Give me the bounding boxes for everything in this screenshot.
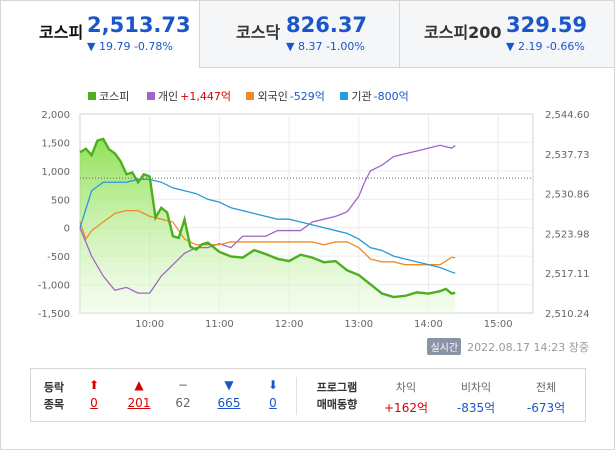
- upper-limit-icon: ⬆: [88, 378, 100, 392]
- kospi-line: [79, 137, 456, 299]
- chart-timestamp: 실시간 2022.08.17 14:23 장중: [427, 338, 589, 355]
- timestamp-text: 2022.08.17 14:23 장중: [467, 341, 589, 354]
- legend-item-kospi[interactable]: 코스피: [88, 88, 131, 104]
- legend-item-individual[interactable]: 개인 +1,447억: [146, 88, 231, 104]
- right-tick-label: 2,544.60: [545, 110, 590, 121]
- realtime-badge[interactable]: 실시간: [427, 338, 462, 355]
- tab-index-value: 329.59: [506, 13, 588, 37]
- tab-index-value: 2,513.73: [87, 13, 191, 37]
- x-tick-label: 15:00: [484, 319, 513, 330]
- left-tick-label: -500: [47, 252, 70, 263]
- flow-value: +162억: [384, 401, 428, 415]
- breadth-label: 등락 종목: [39, 379, 69, 413]
- rise-icon: ▲: [134, 378, 144, 392]
- right-tick-label: 2,517.11: [545, 269, 590, 280]
- flow-label: 전체: [535, 381, 557, 394]
- flat-icon: −: [177, 378, 189, 392]
- legend-value: -800억: [373, 90, 409, 103]
- x-tick-label: 13:00: [344, 319, 373, 330]
- program-total: 전체 -673억: [511, 379, 581, 416]
- breadth-rise[interactable]: ▲ 201: [119, 377, 159, 410]
- tab-index-value: 826.37: [286, 13, 368, 37]
- tab-kospi[interactable]: 코스피 2,513.73 ▼ 19.79 -0.78%: [0, 0, 200, 68]
- breadth-count: 0: [90, 396, 98, 410]
- stats-divider: [296, 377, 297, 415]
- left-tick-label: -1,500: [38, 309, 70, 320]
- tab-name: 코스피: [39, 23, 84, 42]
- legend-label: 개인: [157, 90, 179, 103]
- tab-index-change: ▼ 2.19 -0.66%: [506, 40, 585, 53]
- right-tick-label: 2,530.86: [545, 190, 590, 201]
- x-tick-label: 11:00: [205, 319, 234, 330]
- legend-swatch-individual: [146, 92, 155, 100]
- program-non-arbitrage: 비차익 -835억: [441, 379, 511, 416]
- fall-icon: ▼: [224, 378, 234, 392]
- tab-index-change: ▼ 8.37 -1.00%: [286, 40, 365, 53]
- legend-label: 기관: [351, 90, 372, 103]
- left-tick-label: 500: [51, 195, 70, 206]
- breadth-fall[interactable]: ▼ 665: [209, 377, 249, 410]
- breadth-label-line1: 등락: [43, 381, 65, 394]
- right-tick-label: 2,510.24: [545, 309, 590, 320]
- foreign-line: [79, 210, 456, 266]
- kospi-area: [80, 138, 456, 313]
- legend-value: +1,447억: [180, 90, 231, 103]
- flow-value: -835억: [456, 401, 496, 415]
- program-label-line2: 매매동향: [316, 398, 358, 411]
- index-tabs: 코스피 2,513.73 ▼ 19.79 -0.78% 코스닥 826.37 ▼…: [0, 0, 615, 68]
- program-label: 프로그램 매매동향: [307, 379, 367, 413]
- breadth-count: 62: [175, 396, 191, 410]
- tab-kosdaq[interactable]: 코스닥 826.37 ▼ 8.37 -1.00%: [199, 0, 400, 68]
- x-tick-label: 10:00: [135, 319, 164, 330]
- breadth-count: 201: [127, 396, 151, 410]
- legend-swatch-institution: [340, 92, 349, 100]
- legend-swatch-kospi: [88, 92, 96, 100]
- breadth-upper-limit[interactable]: ⬆ 0: [74, 377, 114, 410]
- left-tick-label: 1,500: [41, 138, 70, 149]
- flow-label: 차익: [395, 381, 417, 394]
- left-tick-label: -1,000: [38, 281, 70, 292]
- institution-line: [79, 178, 456, 274]
- legend-item-foreign[interactable]: 외국인 -529억: [246, 88, 325, 104]
- chart-legend: 코스피 개인 +1,447억 외국인 -529억 기관 -800억: [88, 88, 421, 104]
- breadth-lower-limit[interactable]: ⬇ 0: [253, 377, 293, 410]
- tab-kospi200[interactable]: 코스피200 329.59 ▼ 2.19 -0.66%: [399, 0, 615, 68]
- breadth-count: 0: [269, 396, 277, 410]
- left-tick-label: 1,000: [41, 167, 70, 178]
- individual-line: [79, 144, 456, 294]
- legend-label: 코스피: [99, 90, 130, 103]
- left-tick-label: 0: [64, 224, 70, 235]
- program-arbitrage: 차익 +162억: [371, 379, 441, 416]
- legend-label: 외국인: [257, 90, 288, 103]
- program-label-line1: 프로그램: [316, 381, 358, 394]
- breadth-flat: − 62: [163, 377, 203, 410]
- intraday-chart: 2,000 1,500 1,000 500 0 -500 -1,000 -1,500 2,544…: [38, 110, 590, 330]
- legend-value: -529억: [289, 90, 325, 103]
- legend-item-institution[interactable]: 기관 -800억: [340, 88, 409, 104]
- breadth-count: 665: [217, 396, 241, 410]
- right-tick-label: 2,523.98: [545, 229, 590, 240]
- flow-value: -673억: [526, 401, 566, 415]
- breadth-label-line2: 종목: [43, 398, 65, 411]
- market-stats-box: 등락 종목 ⬆ 0 ▲ 201 − 62 ▼ 665 ⬇ 0 프로그램 매매동향…: [30, 368, 586, 422]
- x-tick-label: 12:00: [275, 319, 304, 330]
- flow-label: 비차익: [460, 381, 492, 394]
- lower-limit-icon: ⬇: [267, 378, 279, 392]
- left-tick-label: 2,000: [41, 110, 70, 121]
- tab-index-change: ▼ 19.79 -0.78%: [87, 40, 173, 53]
- legend-swatch-foreign: [246, 92, 255, 100]
- tab-name: 코스피200: [424, 23, 502, 42]
- tab-name: 코스닥: [236, 23, 281, 42]
- right-tick-label: 2,537.73: [545, 150, 590, 161]
- x-tick-label: 14:00: [414, 319, 443, 330]
